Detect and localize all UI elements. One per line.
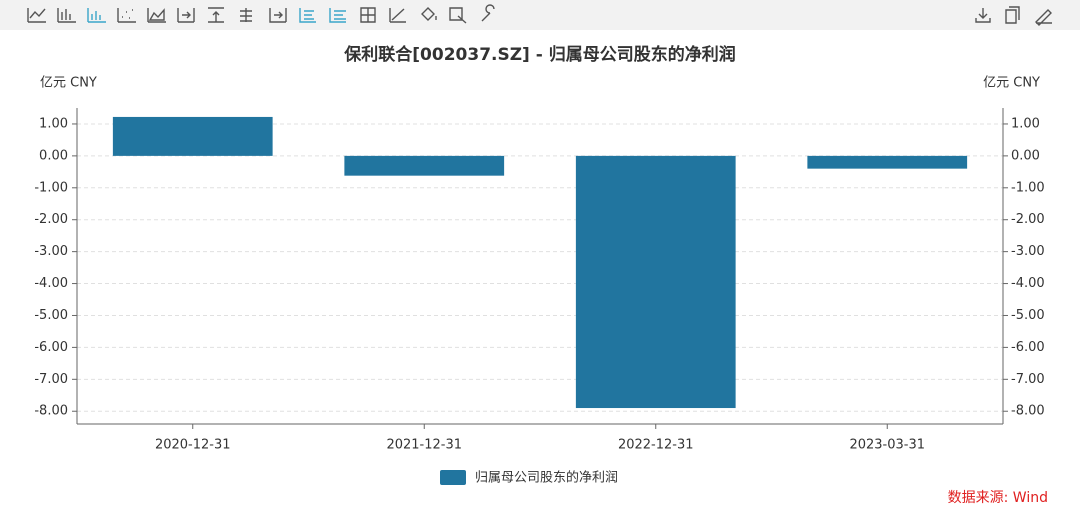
legend-label: 归属母公司股东的净利润 [475, 470, 618, 486]
y-tick-label: -6.00 [34, 340, 68, 355]
y-axis-unit: 亿元 CNY [40, 76, 97, 91]
x-tick-label: 2020-12-31 [155, 438, 231, 453]
y-tick-label: 0.00 [39, 148, 68, 163]
y-tick-label: 1.00 [39, 116, 68, 131]
bar [807, 155, 968, 169]
toolbar [0, 0, 1080, 30]
legend-swatch [440, 470, 466, 485]
y-tick-label: -4.00 [34, 276, 68, 291]
y2-tick-label: -7.00 [1011, 372, 1045, 387]
y-tick-label: -8.00 [34, 404, 68, 419]
y2-tick-label: -8.00 [1011, 404, 1045, 419]
y-tick-label: -2.00 [34, 212, 68, 227]
bar [112, 116, 273, 156]
y2-tick-label: -2.00 [1011, 212, 1045, 227]
y2-tick-label: -5.00 [1011, 308, 1045, 323]
y-tick-label: -1.00 [34, 180, 68, 195]
y2-tick-label: 1.00 [1011, 116, 1040, 131]
chart-title: 保利联合[002037.SZ] - 归属母公司股东的净利润 [343, 44, 735, 65]
y-tick-label: -5.00 [34, 308, 68, 323]
toolbar-icons[interactable] [27, 4, 1052, 26]
x-tick-label: 2023-03-31 [849, 438, 925, 453]
y-tick-label: -3.00 [34, 244, 68, 259]
y2-tick-label: -1.00 [1011, 180, 1045, 195]
y2-axis-unit: 亿元 CNY [983, 76, 1040, 91]
y-tick-label: -7.00 [34, 372, 68, 387]
x-tick-label: 2022-12-31 [618, 438, 694, 453]
y2-tick-label: -6.00 [1011, 340, 1045, 355]
bar [344, 155, 505, 176]
y2-tick-label: -4.00 [1011, 276, 1045, 291]
y2-tick-label: 0.00 [1011, 148, 1040, 163]
source-note: 数据来源: Wind [948, 490, 1048, 506]
y2-tick-label: -3.00 [1011, 244, 1045, 259]
bar [575, 155, 736, 409]
x-tick-label: 2021-12-31 [386, 438, 462, 453]
